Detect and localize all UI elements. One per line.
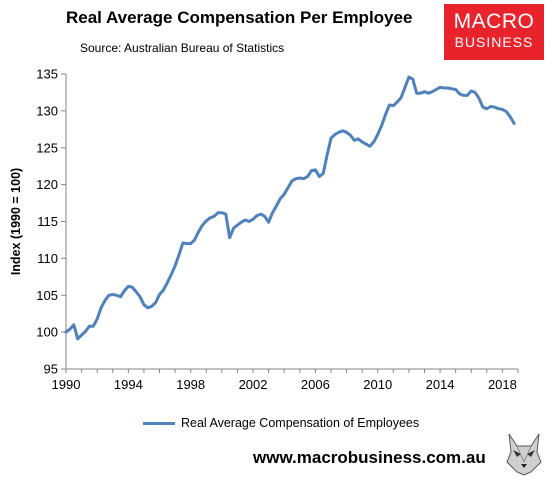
website-url: www.macrobusiness.com.au — [253, 448, 486, 467]
y-tick-label: 125 — [36, 140, 58, 155]
y-tick-label: 110 — [37, 251, 58, 266]
chart-subtitle: Source: Australian Bureau of Statistics — [80, 41, 285, 55]
chart-legend: Real Average Compensation of Employees — [143, 414, 419, 432]
legend-swatch — [143, 421, 175, 425]
x-tick-label: 1998 — [176, 377, 205, 392]
x-tick-label: 2006 — [301, 377, 330, 392]
macrobusiness-logo: MACRO BUSINESS — [444, 4, 544, 60]
x-tick-label: 1990 — [52, 377, 81, 392]
legend-label: Real Average Compensation of Employees — [181, 416, 420, 430]
x-tick-label: 2010 — [363, 377, 392, 392]
wolf-icon — [506, 433, 542, 476]
logo-line-business: BUSINESS — [454, 34, 534, 50]
x-tick-label: 1994 — [114, 377, 143, 392]
x-tick-label: 2018 — [488, 377, 517, 392]
chart-title: Real Average Compensation Per Employee — [66, 8, 413, 27]
y-axis-title: Index (1990 = 100) — [9, 168, 23, 275]
y-tick-label: 100 — [36, 325, 58, 340]
y-tick-label: 120 — [36, 177, 58, 192]
y-tick-label: 105 — [36, 288, 58, 303]
x-tick-label: 2014 — [426, 377, 455, 392]
logo-line-macro: MACRO — [453, 10, 535, 33]
x-tick-label: 2002 — [239, 377, 268, 392]
series-line — [64, 75, 516, 341]
y-tick-label: 95 — [44, 362, 58, 377]
y-tick-label: 115 — [37, 214, 58, 229]
y-tick-label: 135 — [36, 67, 58, 82]
y-tick-label: 130 — [36, 103, 58, 118]
